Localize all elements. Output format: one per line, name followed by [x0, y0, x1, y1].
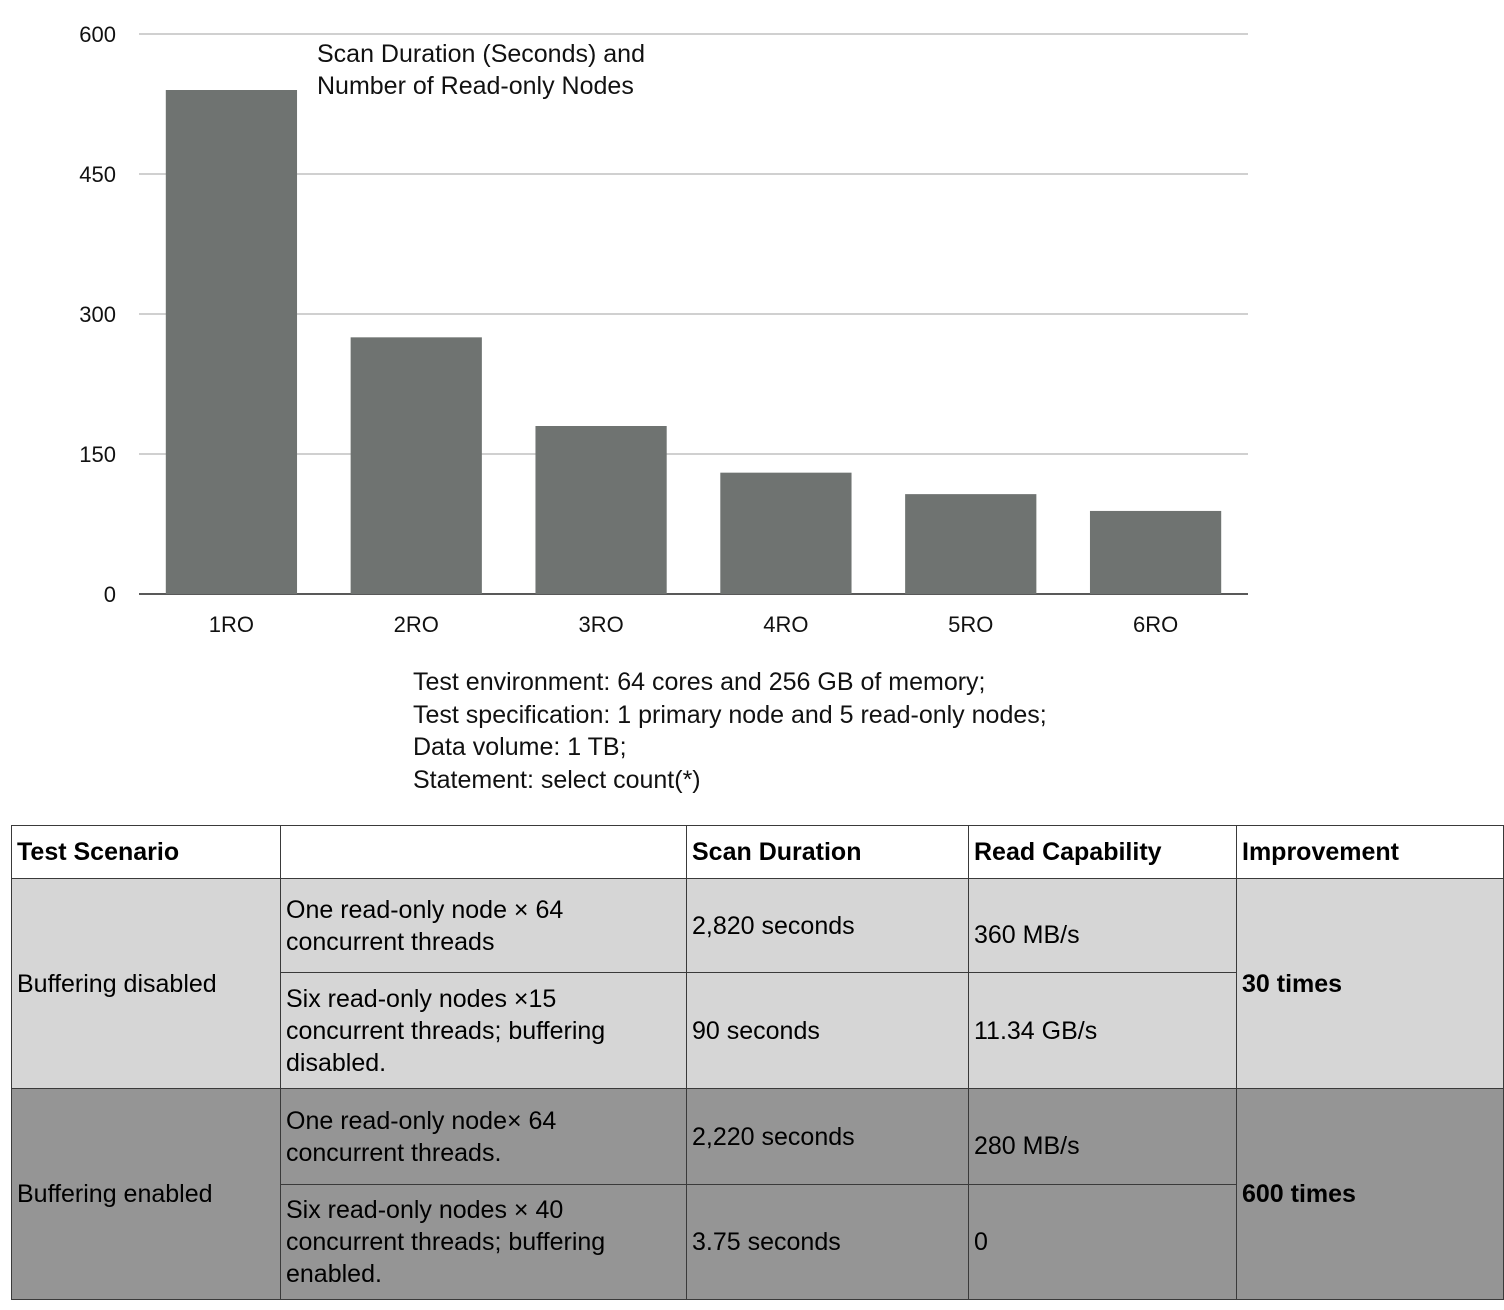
duration-cell: 2,220 seconds — [686, 1088, 969, 1185]
chart-title-line: Scan Duration (Seconds) and — [317, 40, 645, 68]
table-row: Six read-only nodes ×15 concurrent threa… — [12, 972, 1504, 1089]
note-line: Test specification: 1 primary node and 5… — [413, 700, 1047, 729]
improvement-cell: 600 times — [1236, 1088, 1504, 1300]
bar — [165, 90, 298, 594]
note-line: Statement: select count(*) — [413, 765, 701, 794]
duration-cell: 90 seconds — [686, 972, 969, 1089]
header-improvement: Improvement — [1236, 825, 1504, 879]
x-tick-label: 2RO — [394, 612, 439, 637]
x-tick-label: 5RO — [948, 612, 993, 637]
config-cell: One read-only node× 64 concurrent thread… — [280, 1088, 687, 1185]
table-header-row: Test Scenario Scan Duration Read Capabil… — [11, 825, 1504, 879]
header-scan-duration: Scan Duration — [686, 825, 969, 879]
capability-cell: 280 MB/s — [968, 1088, 1237, 1185]
gridlines — [139, 33, 1248, 595]
y-tick-label: 150 — [79, 442, 116, 467]
y-tick-label: 0 — [104, 582, 116, 607]
table-row: Six read-only nodes × 40 concurrent thre… — [12, 1184, 1504, 1300]
capability-cell: 11.34 GB/s — [968, 972, 1237, 1089]
improvement-cell: 30 times — [1236, 878, 1504, 1089]
duration-cell: 2,820 seconds — [686, 878, 969, 973]
duration-cell: 3.75 seconds — [686, 1184, 969, 1300]
x-axis-ticks: 1RO 2RO 3RO 4RO 5RO 6RO — [209, 612, 1178, 637]
y-tick-label: 300 — [79, 302, 116, 327]
capability-cell: 0 — [968, 1184, 1237, 1300]
config-cell: Six read-only nodes ×15 concurrent threa… — [280, 972, 687, 1089]
test-notes: Test environment: 64 cores and 256 GB of… — [413, 666, 1047, 796]
header-test-scenario: Test Scenario — [11, 825, 281, 879]
config-cell: Six read-only nodes × 40 concurrent thre… — [280, 1184, 687, 1300]
config-cell: One read-only node × 64 concurrent threa… — [280, 878, 687, 973]
y-axis-ticks: 0 150 300 450 600 — [79, 22, 116, 607]
bar — [905, 494, 1037, 594]
bar — [535, 426, 667, 594]
scenario-cell: Buffering enabled — [11, 1088, 281, 1300]
bars — [165, 90, 1222, 594]
note-line: Test environment: 64 cores and 256 GB of… — [413, 668, 986, 696]
x-tick-label: 3RO — [578, 612, 623, 637]
x-tick-label: 1RO — [209, 612, 254, 637]
header-configuration — [280, 825, 687, 879]
bar-chart: 0 150 300 450 600 1RO 2RO 3RO 4RO 5RO 6RO Scan Du… — [79, 22, 1248, 637]
x-tick-label: 4RO — [763, 612, 808, 637]
bar — [350, 337, 482, 594]
header-read-capability: Read Capability — [968, 825, 1237, 879]
scenario-cell: Buffering disabled — [11, 878, 281, 1089]
x-tick-label: 6RO — [1133, 612, 1178, 637]
capability-cell: 360 MB/s — [968, 878, 1237, 973]
y-tick-label: 600 — [79, 22, 116, 47]
table-row: Buffering disabled One read-only node × … — [11, 878, 1504, 1089]
note-line: Data volume: 1 TB; — [413, 733, 627, 761]
table-row: Buffering enabled One read-only node× 64… — [11, 1088, 1504, 1300]
chart-title: Scan Duration (Seconds) and Number of Rea… — [317, 40, 645, 100]
chart-title-line: Number of Read-only Nodes — [317, 72, 634, 100]
results-table: Test Scenario Scan Duration Read Capabil… — [11, 825, 1504, 1300]
bar — [720, 472, 852, 594]
bar — [1089, 510, 1222, 594]
y-tick-label: 450 — [79, 162, 116, 187]
